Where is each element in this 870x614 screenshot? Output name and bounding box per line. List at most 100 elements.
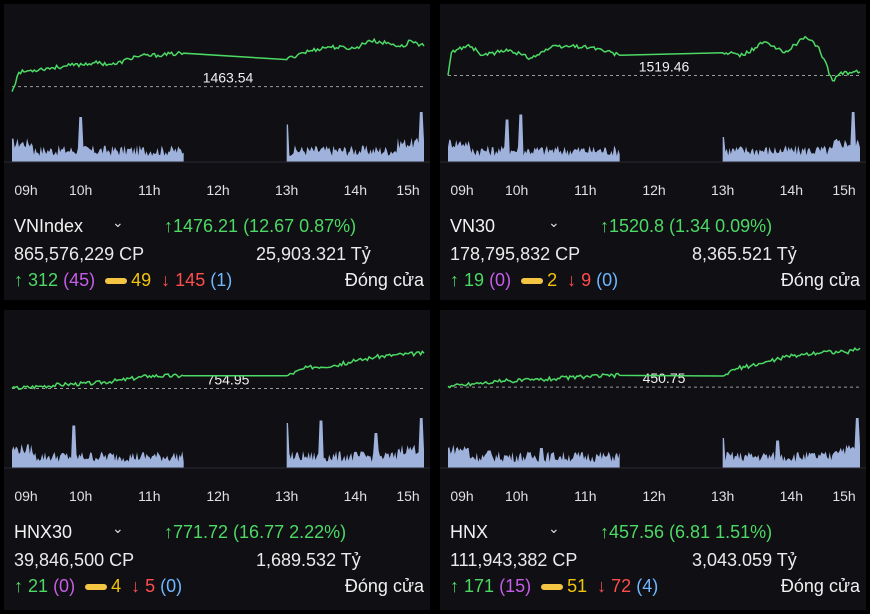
chevron-down-icon[interactable]: ⌄ [548, 520, 560, 536]
arrow-up-icon: ↑ [14, 576, 23, 596]
unchanged-icon [541, 584, 564, 591]
volume-area [448, 444, 620, 468]
arrow-up-icon: ↑ [450, 576, 459, 596]
arrow-down-icon: ↓ [597, 576, 607, 596]
trading-volume: 178,795,832 CP [450, 244, 581, 264]
index-change: ↑1520.8 (1.34 0.09%) [600, 216, 773, 236]
advancers-count: 312 [28, 270, 59, 290]
decliners-count: 145 [175, 270, 206, 290]
index-name[interactable]: HNX [450, 522, 489, 542]
advancers-count: 171 [464, 576, 495, 596]
reference-label: 1519.46 [639, 58, 690, 74]
price-line [447, 347, 861, 389]
market-index-panel[interactable]: 1519.46 09h 10h 11h 12h 13h 14h 15h VN30 ⌄ ↑15… [440, 4, 866, 300]
time-tick-label: 14h [779, 488, 804, 504]
decliners-count: 5 [145, 576, 156, 596]
volume-area [286, 112, 424, 162]
time-tick-label: 15h [396, 488, 420, 504]
reference-label: 450.75 [643, 370, 686, 386]
time-tick-label: 10h [68, 488, 93, 504]
price-line [447, 35, 861, 82]
intraday-chart: 1519.46 [440, 35, 866, 163]
unchanged-count: 51 [567, 576, 588, 596]
chevron-down-icon[interactable]: ⌄ [112, 214, 124, 230]
arrow-down-icon: ↓ [161, 270, 171, 290]
trading-volume: 865,576,229 CP [14, 244, 145, 264]
time-tick-label: 10h [68, 182, 93, 198]
intraday-chart: 754.95 [4, 350, 430, 469]
time-axis: 09h 10h 11h 12h 13h 14h 15h [440, 182, 866, 200]
market-status: Đóng cửa [344, 270, 424, 290]
market-status: Đóng cửa [780, 576, 860, 596]
arrow-up-icon: ↑ [600, 216, 609, 236]
index-name[interactable]: VN30 [450, 216, 496, 236]
index-change: ↑771.72 (16.77 2.22%) [164, 522, 347, 542]
market-index-panel[interactable]: 450.75 09h 10h 11h 12h 13h 14h 15h HNX ⌄ ↑457.… [440, 310, 866, 610]
arrow-up-icon: ↑ [450, 270, 459, 290]
trading-value: 8,365.521 Tỷ [692, 244, 797, 264]
index-change: ↑457.56 (6.81 1.51%) [600, 522, 773, 542]
time-axis: 09h 10h 11h 12h 13h 14h 15h [4, 182, 430, 200]
floor-count: (4) [636, 576, 659, 596]
unchanged-icon [85, 584, 108, 591]
market-index-panel[interactable]: 754.95 09h 10h 11h 12h 13h 14h 15h HNX30 ⌄ ↑77… [4, 310, 430, 610]
time-tick-label: 11h [574, 488, 597, 504]
volume-area [722, 418, 860, 468]
arrow-up-icon: ↑ [164, 522, 173, 542]
time-tick-label: 13h [274, 182, 299, 198]
time-tick-label: 14h [343, 488, 368, 504]
unchanged-count: 49 [131, 270, 152, 290]
time-tick-label: 12h [206, 488, 230, 504]
time-axis: 09h 10h 11h 12h 13h 14h 15h [4, 488, 430, 506]
intraday-chart: 1463.54 [4, 37, 430, 163]
time-axis: 09h 10h 11h 12h 13h 14h 15h [440, 488, 866, 506]
decliners-count: 72 [611, 576, 632, 596]
market-breadth: ↑ 171 (15) 51 ↓ 72 (4) [450, 576, 658, 597]
index-name[interactable]: VNIndex [14, 216, 84, 236]
time-tick-label: 09h [450, 182, 474, 198]
price-line [11, 350, 425, 391]
unchanged-count: 2 [547, 270, 558, 290]
market-status: Đóng cửa [780, 270, 860, 290]
arrow-down-icon: ↓ [131, 576, 141, 596]
volume-area [286, 418, 424, 468]
floor-count: (1) [210, 270, 233, 290]
trading-value: 3,043.059 Tỷ [692, 550, 797, 570]
advancers-count: 21 [28, 576, 49, 596]
time-tick-label: 14h [779, 182, 804, 198]
arrow-down-icon: ↓ [567, 270, 577, 290]
market-index-panel[interactable]: 1463.54 09h 10h 11h 12h 13h 14h 15h VNIndex ⌄ … [4, 4, 430, 300]
arrow-up-icon: ↑ [14, 270, 23, 290]
advancers-count: 19 [464, 270, 485, 290]
time-tick-label: 15h [832, 488, 856, 504]
floor-count: (0) [596, 270, 619, 290]
volume-area [12, 117, 184, 162]
chevron-down-icon[interactable]: ⌄ [548, 214, 560, 230]
time-tick-label: 14h [343, 182, 368, 198]
market-status: Đóng cửa [344, 576, 424, 596]
time-tick-label: 11h [138, 488, 161, 504]
unchanged-count: 4 [111, 576, 122, 596]
index-name[interactable]: HNX30 [14, 522, 73, 542]
time-tick-label: 13h [274, 488, 299, 504]
trading-volume: 111,943,382 CP [450, 550, 578, 570]
market-breadth: ↑ 19 (0) 2 ↓ 9 (0) [450, 270, 618, 291]
trading-value: 25,903.321 Tỷ [256, 244, 371, 264]
unchanged-icon [521, 278, 544, 285]
index-change: ↑1476.21 (12.67 0.87%) [164, 216, 357, 236]
market-breadth: ↑ 21 (0) 4 ↓ 5 (0) [14, 576, 182, 597]
ceiling-count: (45) [63, 270, 96, 290]
arrow-up-icon: ↑ [164, 216, 173, 236]
unchanged-icon [105, 278, 128, 285]
time-tick-label: 12h [642, 488, 666, 504]
volume-area [722, 112, 860, 162]
arrow-up-icon: ↑ [600, 522, 609, 542]
volume-area [12, 425, 184, 468]
chevron-down-icon[interactable]: ⌄ [112, 520, 124, 536]
volume-area [448, 114, 620, 162]
market-breadth: ↑ 312 (45) 49 ↓ 145 (1) [14, 270, 232, 291]
time-tick-label: 10h [504, 182, 529, 198]
time-tick-label: 09h [450, 488, 474, 504]
trading-value: 1,689.532 Tỷ [256, 550, 361, 570]
decliners-count: 9 [581, 270, 592, 290]
